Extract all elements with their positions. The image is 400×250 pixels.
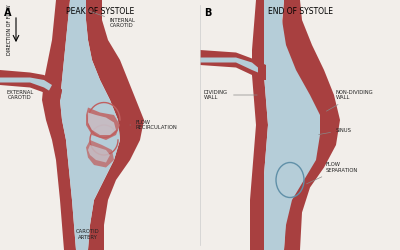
Text: NON-DIVIDING
WALL: NON-DIVIDING WALL: [326, 90, 374, 111]
Polygon shape: [48, 82, 62, 100]
Polygon shape: [42, 0, 76, 250]
Text: SINUS: SINUS: [319, 128, 352, 134]
Polygon shape: [250, 0, 268, 250]
Text: FLOW
SEPARATION: FLOW SEPARATION: [306, 162, 358, 184]
Polygon shape: [88, 145, 110, 162]
Text: CAROTID
ARTERY: CAROTID ARTERY: [76, 229, 100, 240]
Polygon shape: [0, 78, 56, 92]
Text: EXTERNAL
CAROTID: EXTERNAL CAROTID: [6, 90, 34, 101]
Polygon shape: [0, 70, 62, 100]
Text: A: A: [4, 8, 12, 18]
Polygon shape: [88, 112, 116, 135]
Polygon shape: [282, 0, 340, 250]
Polygon shape: [86, 108, 120, 140]
Polygon shape: [200, 58, 258, 72]
Polygon shape: [60, 0, 120, 250]
Text: INTERNAL
CAROTID: INTERNAL CAROTID: [89, 11, 136, 28]
Text: FLOW
RECIRCULATION: FLOW RECIRCULATION: [130, 120, 178, 130]
Text: DIVIDING
WALL: DIVIDING WALL: [204, 90, 257, 101]
Text: B: B: [204, 8, 211, 18]
Text: PEAK OF SYSTOLE: PEAK OF SYSTOLE: [66, 8, 134, 16]
Text: DIRECTION OF FLOW: DIRECTION OF FLOW: [8, 5, 12, 55]
Polygon shape: [264, 0, 320, 250]
Polygon shape: [200, 50, 266, 80]
Polygon shape: [86, 140, 114, 168]
Polygon shape: [86, 0, 144, 250]
Text: END OF SYSTOLE: END OF SYSTOLE: [268, 8, 332, 16]
